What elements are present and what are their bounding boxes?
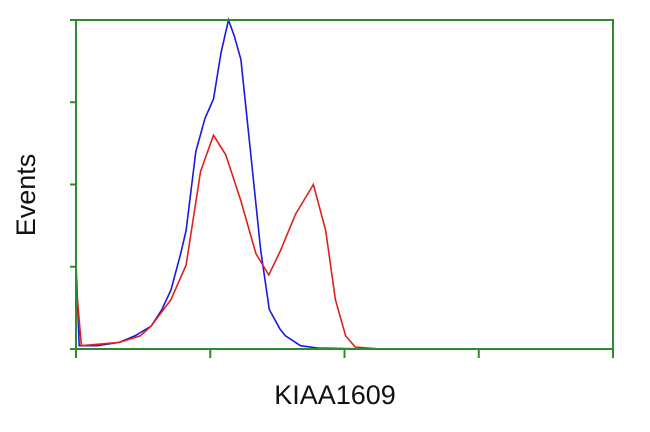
- y-axis-label: Events: [11, 154, 41, 237]
- x-axis-label: KIAA1609: [274, 380, 396, 410]
- data-line: [75, 17, 372, 350]
- data-line: [75, 133, 381, 350]
- plot-frame: [75, 19, 614, 350]
